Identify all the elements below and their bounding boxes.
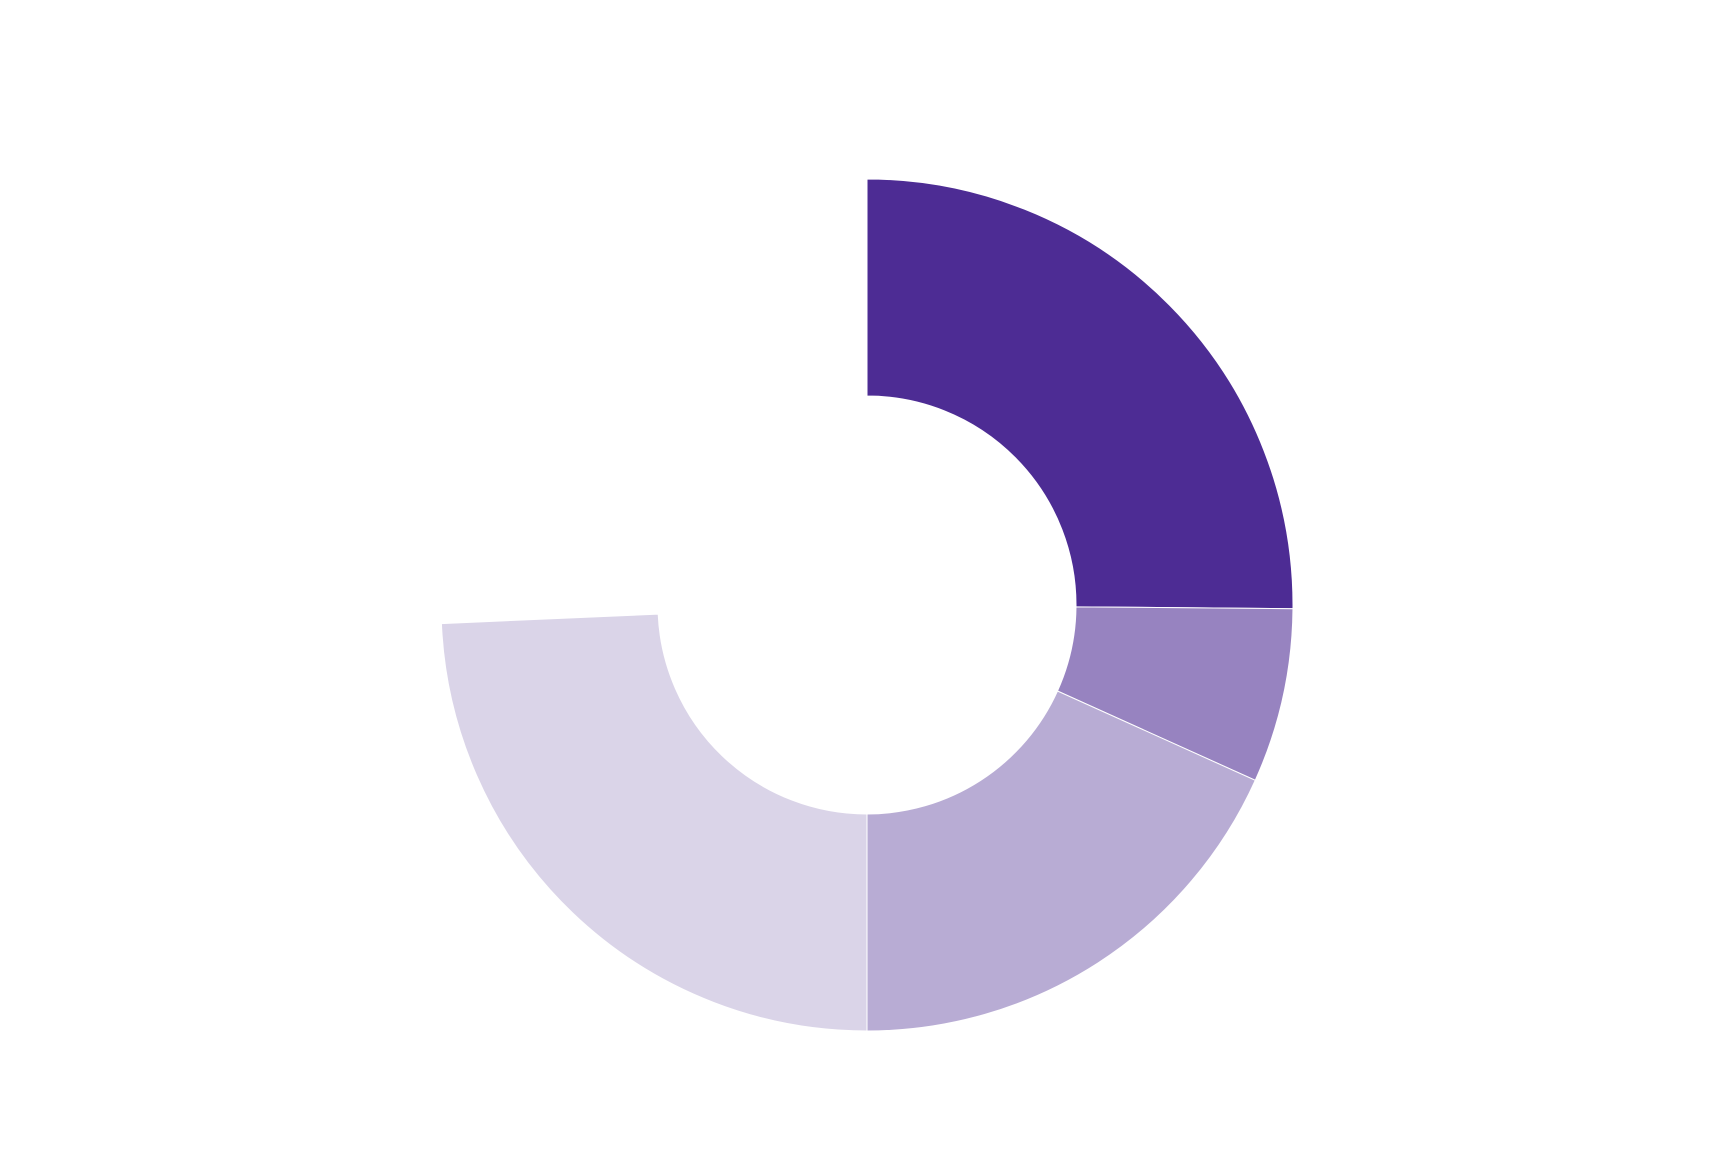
donut-slice <box>866 178 1294 610</box>
donut-slice <box>866 690 1256 1032</box>
donut-slice <box>440 613 868 1032</box>
